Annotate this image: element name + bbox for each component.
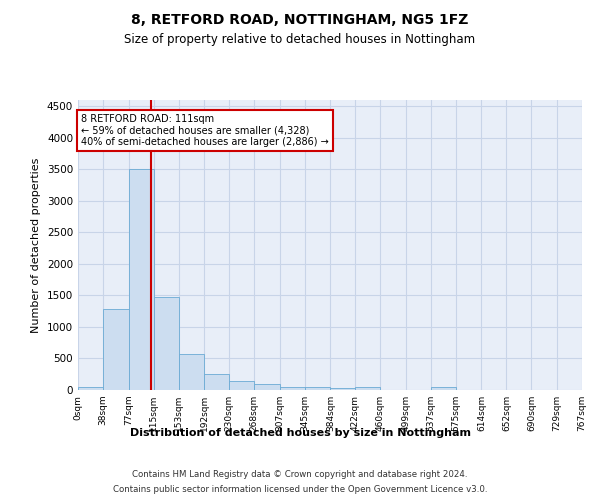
Text: 8, RETFORD ROAD, NOTTINGHAM, NG5 1FZ: 8, RETFORD ROAD, NOTTINGHAM, NG5 1FZ	[131, 12, 469, 26]
Bar	[254, 384, 280, 390]
Bar	[355, 387, 380, 390]
Bar	[305, 388, 331, 390]
Bar	[179, 354, 204, 390]
Bar	[128, 170, 154, 390]
Bar	[331, 388, 355, 390]
Text: Distribution of detached houses by size in Nottingham: Distribution of detached houses by size …	[130, 428, 470, 438]
Text: 8 RETFORD ROAD: 111sqm
← 59% of detached houses are smaller (4,328)
40% of semi-: 8 RETFORD ROAD: 111sqm ← 59% of detached…	[81, 114, 329, 147]
Text: Contains public sector information licensed under the Open Government Licence v3: Contains public sector information licen…	[113, 485, 487, 494]
Bar	[103, 310, 128, 390]
Bar	[154, 296, 179, 390]
Bar	[431, 386, 456, 390]
Bar	[280, 386, 305, 390]
Bar	[78, 387, 103, 390]
Y-axis label: Number of detached properties: Number of detached properties	[31, 158, 41, 332]
Bar	[204, 374, 229, 390]
Bar	[229, 381, 254, 390]
Text: Size of property relative to detached houses in Nottingham: Size of property relative to detached ho…	[124, 32, 476, 46]
Text: Contains HM Land Registry data © Crown copyright and database right 2024.: Contains HM Land Registry data © Crown c…	[132, 470, 468, 479]
